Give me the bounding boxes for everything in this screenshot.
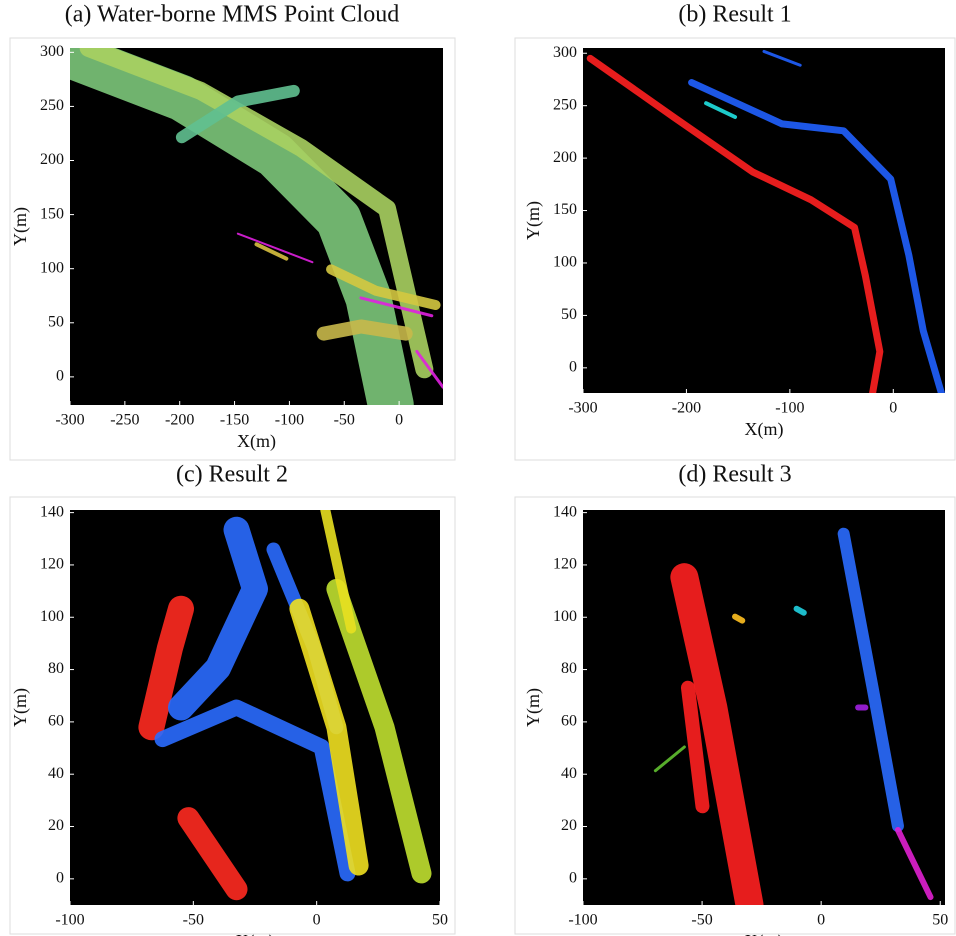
x-tick-label: -300 — [55, 412, 84, 429]
x-axis-label: X(m) — [236, 931, 275, 936]
x-tick-label: -250 — [110, 412, 139, 429]
y-tick-label: 200 — [40, 151, 64, 168]
y-tick-label: 100 — [553, 254, 577, 271]
y-tick-label: 50 — [561, 306, 577, 323]
y-axis-label: Y(m) — [10, 688, 31, 727]
y-tick-label: 0 — [569, 359, 577, 376]
y-tick-label: 80 — [48, 660, 64, 677]
x-tick-label: -50 — [183, 912, 204, 929]
y-axis-label: Y(m) — [10, 207, 31, 246]
y-tick-label: 120 — [40, 556, 64, 573]
y-tick-label: 150 — [553, 201, 577, 218]
chart-title: (d) Result 3 — [678, 462, 791, 488]
y-tick-label: 50 — [48, 313, 64, 330]
y-tick-label: 80 — [561, 660, 577, 677]
y-tick-label: 140 — [553, 503, 577, 520]
x-tick-label: -100 — [275, 412, 304, 429]
chart-title: (c) Result 2 — [176, 462, 288, 488]
y-tick-label: 300 — [40, 43, 64, 60]
y-tick-label: 200 — [553, 149, 577, 166]
x-tick-label: -100 — [568, 912, 597, 929]
y-tick-label: 100 — [40, 608, 64, 625]
plot-area — [583, 48, 945, 393]
chart-title: (b) Result 1 — [678, 2, 791, 28]
x-tick-label: 50 — [432, 912, 448, 929]
x-tick-label: 0 — [313, 912, 321, 929]
point-cloud-segment — [797, 609, 804, 613]
y-tick-label: 60 — [48, 713, 64, 730]
x-tick-label: 0 — [889, 400, 897, 417]
y-tick-label: 100 — [553, 608, 577, 625]
x-tick-label: -150 — [220, 412, 249, 429]
y-tick-label: 20 — [48, 817, 64, 834]
x-tick-label: 0 — [817, 912, 825, 929]
x-tick-label: -100 — [775, 400, 804, 417]
x-tick-label: -300 — [568, 400, 597, 417]
figure: -300-250-200-150-100-5000501001502002503… — [0, 0, 956, 936]
x-axis-label: X(m) — [745, 931, 784, 936]
x-tick-label: -50 — [691, 912, 712, 929]
y-tick-label: 60 — [561, 713, 577, 730]
x-tick-label: -200 — [672, 400, 701, 417]
y-tick-label: 40 — [561, 765, 577, 782]
chart-title: (a) Water-borne MMS Point Cloud — [65, 2, 399, 28]
y-tick-label: 300 — [553, 44, 577, 61]
x-tick-label: 0 — [395, 412, 403, 429]
point-cloud-segment — [324, 326, 406, 333]
x-axis-label: X(m) — [237, 431, 276, 452]
y-tick-label: 250 — [40, 97, 64, 114]
y-tick-label: 0 — [569, 870, 577, 887]
x-axis-label: X(m) — [745, 419, 784, 440]
y-axis-label: Y(m) — [523, 201, 544, 240]
y-tick-label: 0 — [56, 368, 64, 385]
x-tick-label: -200 — [165, 412, 194, 429]
y-tick-label: 120 — [553, 556, 577, 573]
y-tick-label: 100 — [40, 259, 64, 276]
y-tick-label: 250 — [553, 96, 577, 113]
x-tick-label: -100 — [55, 912, 84, 929]
point-cloud-segment — [735, 617, 742, 621]
y-tick-label: 0 — [56, 870, 64, 887]
y-tick-label: 150 — [40, 205, 64, 222]
y-axis-label: Y(m) — [523, 688, 544, 727]
y-tick-label: 20 — [561, 817, 577, 834]
x-tick-label: -50 — [334, 412, 355, 429]
y-tick-label: 40 — [48, 765, 64, 782]
y-tick-label: 140 — [40, 503, 64, 520]
x-tick-label: 50 — [932, 912, 948, 929]
plot-area — [583, 510, 945, 905]
